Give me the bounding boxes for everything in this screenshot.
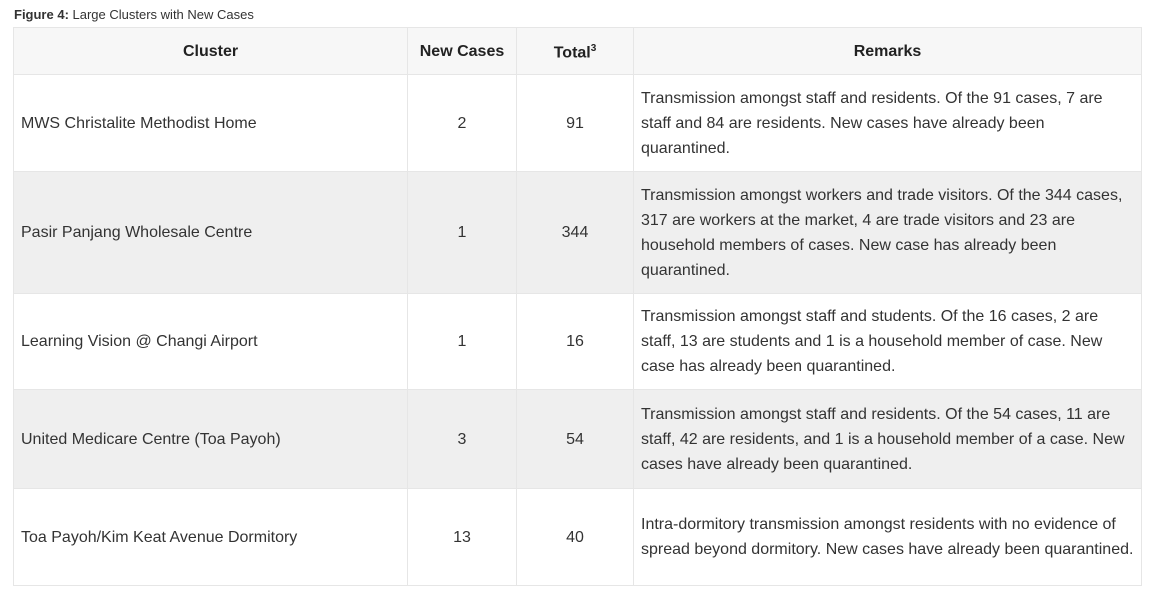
clusters-table: Cluster New Cases Total3 Remarks MWS Chr… [13, 27, 1142, 586]
cluster-cell: United Medicare Centre (Toa Payoh) [13, 389, 408, 489]
total-cell: 16 [516, 293, 634, 390]
total-cell: 40 [516, 488, 634, 586]
remarks-cell: Transmission amongst staff and residents… [633, 389, 1142, 489]
cluster-cell: MWS Christalite Methodist Home [13, 74, 408, 172]
total-cell: 54 [516, 389, 634, 489]
caption-text: Large Clusters with New Cases [68, 7, 254, 22]
cluster-cell: Learning Vision @ Changi Airport [13, 293, 408, 390]
header-total-label: Total [553, 44, 591, 62]
table-row: United Medicare Centre (Toa Payoh) 3 54 Tra… [13, 389, 1142, 489]
total-cell: 344 [516, 171, 634, 294]
header-new-cases: New Cases [407, 27, 517, 75]
new-cases-cell: 1 [407, 293, 517, 390]
table-row: Toa Payoh/Kim Keat Avenue Dormitory 13 40 I… [13, 488, 1142, 586]
remarks-cell: Transmission amongst staff and students.… [633, 293, 1142, 390]
caption-label: Figure 4: [14, 7, 69, 22]
header-remarks: Remarks [633, 27, 1142, 75]
new-cases-cell: 2 [407, 74, 517, 172]
cluster-cell: Toa Payoh/Kim Keat Avenue Dormitory [13, 488, 408, 586]
header-total: Total3 [516, 27, 634, 75]
header-cluster: Cluster [13, 27, 408, 75]
remarks-cell: Transmission amongst staff and residents… [633, 74, 1142, 172]
table-row: Learning Vision @ Changi Airport 1 16 Trans… [13, 293, 1142, 390]
table-header-row: Cluster New Cases Total3 Remarks [13, 27, 1142, 75]
table-row: Pasir Panjang Wholesale Centre 1 344 Transm… [13, 171, 1142, 294]
remarks-cell: Intra-dormitory transmission amongst res… [633, 488, 1142, 586]
remarks-cell: Transmission amongst workers and trade v… [633, 171, 1142, 294]
total-cell: 91 [516, 74, 634, 172]
footnote-ref: 3 [590, 43, 597, 55]
figure-caption: Figure 4: Large Clusters with New Cases [14, 7, 254, 22]
new-cases-cell: 1 [407, 171, 517, 294]
new-cases-cell: 3 [407, 389, 517, 489]
table-row: MWS Christalite Methodist Home 2 91 Transmi… [13, 74, 1142, 172]
cluster-cell: Pasir Panjang Wholesale Centre [13, 171, 408, 294]
new-cases-cell: 13 [407, 488, 517, 586]
